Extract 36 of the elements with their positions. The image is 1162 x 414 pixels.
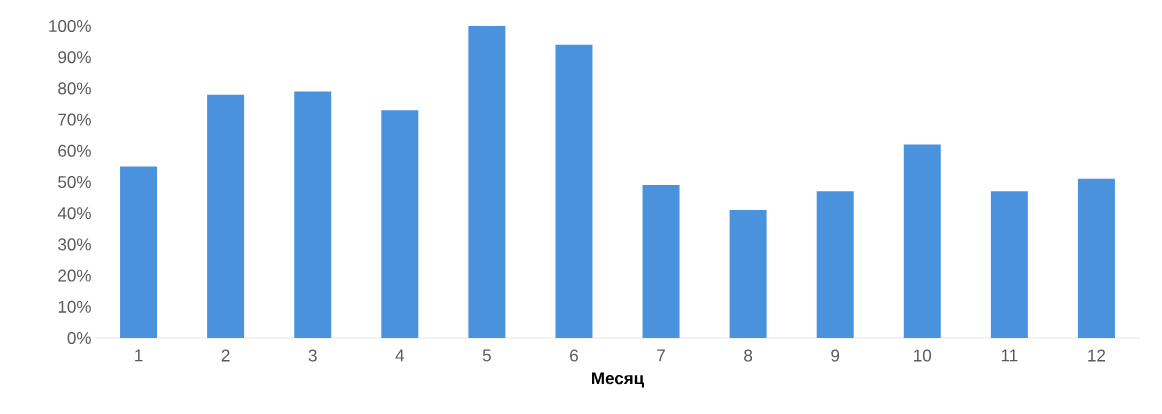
bar [816, 191, 854, 338]
x-tick-label: 4 [395, 349, 405, 362]
bar [642, 185, 680, 338]
y-tick-label: 100% [49, 19, 91, 33]
y-tick-label: 90% [58, 51, 91, 64]
x-tick-label: 8 [744, 349, 753, 362]
bar [381, 110, 419, 338]
y-tick-label: 50% [58, 175, 91, 189]
y-tick-label: 20% [58, 269, 91, 282]
x-tick-label: 2 [221, 349, 230, 362]
y-tick-label: 70% [58, 113, 91, 126]
bar [990, 191, 1028, 338]
x-tick-label: 12 [1088, 349, 1106, 362]
x-tick-label: 10 [914, 349, 932, 362]
bar [1077, 178, 1115, 338]
x-tick-label: 5 [482, 349, 491, 362]
bar [207, 94, 245, 338]
x-tick-label: 1 [135, 349, 143, 362]
x-tick-label: 6 [570, 349, 578, 362]
y-tick-label: 0% [67, 331, 91, 345]
y-tick-label: 10% [58, 300, 91, 313]
x-tick-label: 7 [657, 349, 665, 362]
x-tick-label: 3 [308, 349, 317, 362]
y-tick-label: 60% [58, 144, 91, 157]
x-axis-title: Месяц [592, 372, 644, 388]
x-tick-label: 9 [831, 349, 840, 362]
bar [903, 144, 941, 338]
bar [555, 44, 593, 338]
y-tick-label: 40% [57, 207, 91, 220]
x-tick-label: 11 [1001, 349, 1018, 362]
bar [294, 91, 332, 338]
y-tick-label: 30% [58, 238, 91, 251]
bar [120, 166, 158, 338]
bar [729, 210, 767, 338]
bar [468, 25, 506, 338]
y-tick-label: 80% [58, 82, 91, 95]
